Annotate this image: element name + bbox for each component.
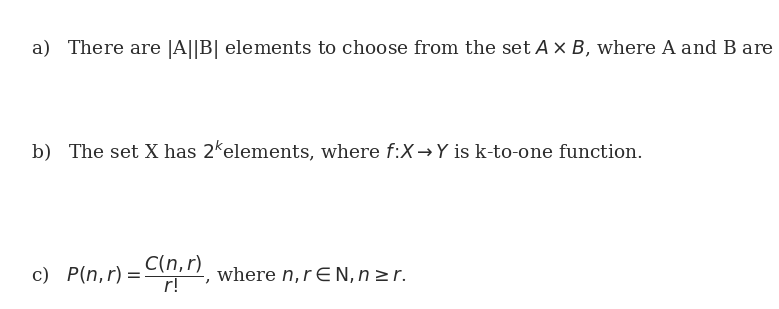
Text: c)   $P(n,r) = \dfrac{C(n,r)}{r!}$, where $n, r \in \mathrm{N}, n \geq r$.: c) $P(n,r) = \dfrac{C(n,r)}{r!}$, where …: [31, 253, 407, 295]
Text: a)   There are |A||B| elements to choose from the set $A \times B$, where A and : a) There are |A||B| elements to choose f…: [31, 37, 779, 61]
Text: b)   The set X has $2^k$elements, where $f\!:\!X \rightarrow Y$ is k-to-one func: b) The set X has $2^k$elements, where $f…: [31, 139, 643, 164]
